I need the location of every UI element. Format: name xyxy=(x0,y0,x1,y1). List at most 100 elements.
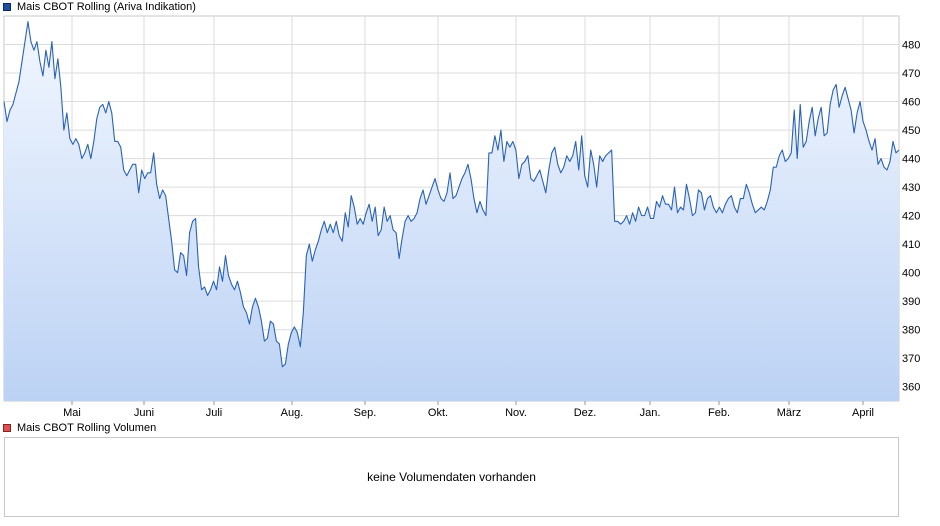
price-point xyxy=(156,184,157,185)
price-point xyxy=(491,152,492,153)
price-point xyxy=(854,132,855,133)
price-point xyxy=(488,152,489,153)
price-point xyxy=(39,61,40,62)
price-point xyxy=(27,21,28,22)
price-point xyxy=(740,198,741,199)
price-point xyxy=(336,221,337,222)
price-point xyxy=(575,141,576,142)
x-tick-label: Juli xyxy=(206,407,223,419)
price-point xyxy=(18,81,19,82)
price-point xyxy=(117,141,118,142)
price-point xyxy=(503,161,504,162)
price-point xyxy=(180,252,181,253)
price-point xyxy=(434,178,435,179)
price-point xyxy=(644,215,645,216)
price-point xyxy=(611,149,612,150)
y-tick-label: 360 xyxy=(902,382,920,394)
price-point xyxy=(806,141,807,142)
x-tick-label: Sep. xyxy=(354,407,377,419)
price-point xyxy=(416,212,417,213)
x-axis-labels: Mai Juni Juli Aug. Sep. Okt. Nov. Dez. Jan. Feb. M… xyxy=(63,401,874,419)
price-point xyxy=(581,135,582,136)
price-point xyxy=(428,195,429,196)
price-point xyxy=(602,161,603,162)
price-point xyxy=(698,189,699,190)
price-point xyxy=(354,206,355,207)
price-point xyxy=(279,343,280,344)
price-point xyxy=(153,152,154,153)
price-point xyxy=(563,167,564,168)
price-point xyxy=(497,149,498,150)
price-point xyxy=(237,281,238,282)
price-point xyxy=(494,135,495,136)
price-point xyxy=(623,221,624,222)
price-point xyxy=(348,226,349,227)
price-point xyxy=(743,198,744,199)
price-point xyxy=(381,229,382,230)
price-point xyxy=(198,266,199,267)
price-point xyxy=(464,172,465,173)
y-tick-label: 420 xyxy=(902,211,920,223)
price-point xyxy=(788,158,789,159)
price-point xyxy=(452,198,453,199)
price-point xyxy=(132,164,133,165)
price-point xyxy=(246,312,247,313)
price-point xyxy=(824,135,825,136)
price-area-fill xyxy=(4,21,899,401)
price-point xyxy=(665,204,666,205)
price-point xyxy=(856,112,857,113)
price-point xyxy=(764,209,765,210)
price-point xyxy=(470,178,471,179)
price-point xyxy=(96,118,97,119)
price-point xyxy=(692,215,693,216)
price-point xyxy=(779,155,780,156)
price-point xyxy=(108,101,109,102)
price-point xyxy=(584,175,585,176)
price-point xyxy=(45,50,46,51)
price-point xyxy=(482,209,483,210)
price-point xyxy=(69,138,70,139)
price-point xyxy=(87,144,88,145)
price-point xyxy=(204,286,205,287)
price-point xyxy=(399,258,400,259)
price-point xyxy=(877,164,878,165)
price-point xyxy=(321,229,322,230)
price-point xyxy=(533,181,534,182)
price-point xyxy=(309,244,310,245)
price-point xyxy=(219,266,220,267)
price-point xyxy=(797,158,798,159)
price-point xyxy=(75,138,76,139)
price-point xyxy=(3,101,4,102)
price-point xyxy=(883,167,884,168)
price-point xyxy=(147,172,148,173)
price-point xyxy=(512,141,513,142)
price-point xyxy=(830,104,831,105)
price-point xyxy=(833,90,834,91)
price-point xyxy=(449,172,450,173)
price-point xyxy=(566,155,567,156)
volume-empty-message: keine Volumendaten vorhanden xyxy=(367,470,536,484)
price-point xyxy=(871,149,872,150)
price-point xyxy=(635,221,636,222)
price-point xyxy=(225,255,226,256)
price-point xyxy=(318,241,319,242)
price-point xyxy=(408,215,409,216)
price-point xyxy=(770,189,771,190)
price-point xyxy=(369,204,370,205)
price-point xyxy=(725,204,726,205)
price-point xyxy=(78,144,79,145)
x-tick-label: Jan. xyxy=(640,407,661,419)
price-point xyxy=(812,107,813,108)
price-point xyxy=(776,167,777,168)
y-tick-label: 450 xyxy=(902,125,920,137)
x-tick-label: Dez. xyxy=(574,407,597,419)
price-point xyxy=(195,218,196,219)
price-point xyxy=(746,184,747,185)
price-point xyxy=(836,84,837,85)
y-tick-label: 440 xyxy=(902,154,920,166)
price-point xyxy=(189,232,190,233)
price-point xyxy=(773,167,774,168)
price-point xyxy=(530,178,531,179)
price-point xyxy=(758,209,759,210)
price-point xyxy=(587,187,588,188)
